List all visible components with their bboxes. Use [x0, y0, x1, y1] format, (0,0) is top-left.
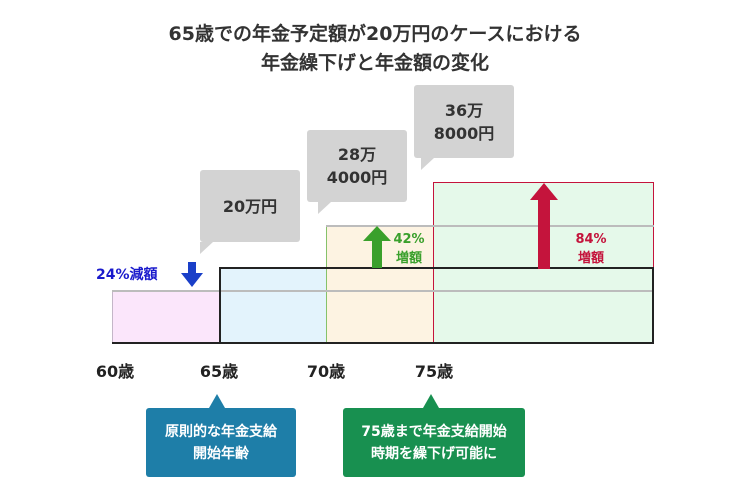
callout-amount-70: 28万 4000円 [307, 130, 407, 202]
area-60-reduced [112, 291, 220, 343]
callout-tail-65 [200, 242, 213, 254]
age-label-60: 60歳 [95, 362, 135, 381]
increase-75-label: 84% 増額 [575, 232, 607, 266]
age-label-70: 70歳 [306, 362, 346, 381]
note-tail-deferral [423, 394, 439, 408]
axis-baseline [112, 342, 654, 344]
note-standard-start-age: 原則的な年金支給 開始年齢 [146, 408, 296, 477]
reduction-label: 24%減額 [96, 267, 158, 283]
title-line-2: 年金繰下げと年金額の変化 [260, 52, 489, 74]
note-deferral-possible: 75歳まで年金支給開始 時期を繰下げ可能に [343, 408, 525, 477]
title-line-1: 65歳での年金予定額が20万円のケースにおける [168, 23, 582, 45]
callout-amount-65: 20万円 [200, 170, 300, 242]
note-tail-standard [209, 394, 225, 408]
callout-tail-75 [421, 158, 434, 170]
callout-amount-75: 36万 8000円 [414, 85, 514, 158]
callout-tail-70 [318, 202, 331, 214]
area-65-standard [219, 268, 327, 343]
age-label-65: 65歳 [199, 362, 239, 381]
up-arrow-70-icon [363, 226, 391, 268]
amount-70-line [326, 225, 654, 227]
age-label-75: 75歳 [414, 362, 454, 381]
base-amount-outline [219, 267, 654, 344]
down-arrow-icon [181, 262, 203, 287]
reduced-amount-line [112, 290, 654, 292]
up-arrow-75-icon [530, 183, 558, 269]
increase-70-label: 42% 増額 [393, 232, 425, 266]
